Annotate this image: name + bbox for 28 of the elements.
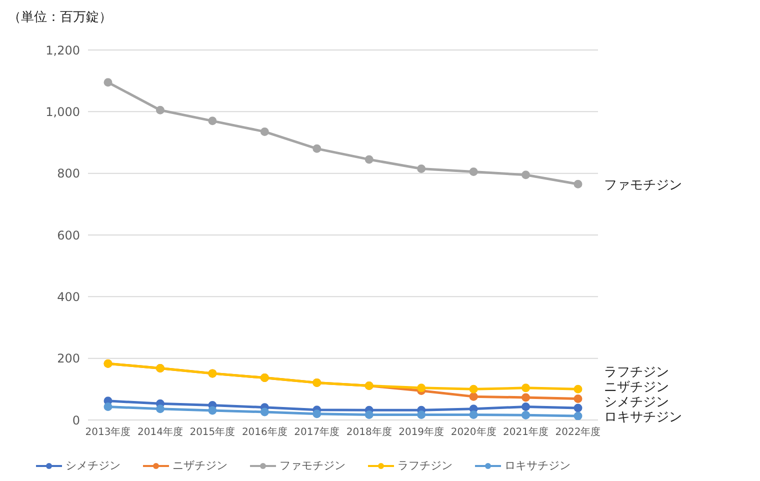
text: シメチジン (604, 394, 669, 410)
y-tick-label: 600 (57, 228, 80, 242)
legend-label: シメチジン (66, 458, 120, 473)
x-tick-label: 2013年度 (85, 426, 131, 438)
legend-label: ロキサチジン (504, 458, 570, 473)
y-tick-label: 200 (57, 352, 80, 366)
y-tick-label: 0 (72, 413, 80, 428)
x-tick-label: 2019年度 (398, 426, 444, 438)
x-tick-label: 2016年度 (242, 426, 288, 438)
x-tick-label: 2020年度 (450, 426, 496, 438)
x-tick-label: 2021年度 (503, 426, 549, 438)
x-tick-label: 2022年度 (555, 426, 601, 438)
legend-label: ラフチジン (398, 458, 452, 473)
legend-label: ファモチジン (280, 458, 346, 473)
x-tick-label: 2018年度 (346, 426, 392, 438)
legend-label: ニザチジン (172, 458, 228, 473)
y-tick-label: 400 (57, 290, 80, 304)
text: ラフチジン (604, 364, 669, 380)
y-axis-title: （単位：百万錠） (8, 9, 113, 27)
x-tick-label: 2017年度 (294, 426, 340, 438)
y-tick-label: 800 (57, 166, 80, 181)
text: ニザチジン (604, 380, 669, 395)
y-tick-label: 1,200 (46, 43, 80, 58)
y-tick-label: 1,000 (46, 104, 80, 119)
x-tick-label: 2015年度 (190, 426, 236, 438)
x-tick-label: 2014年度 (137, 426, 183, 438)
text: ファモチジン (604, 178, 682, 194)
text: ロキサチジン (604, 410, 682, 425)
